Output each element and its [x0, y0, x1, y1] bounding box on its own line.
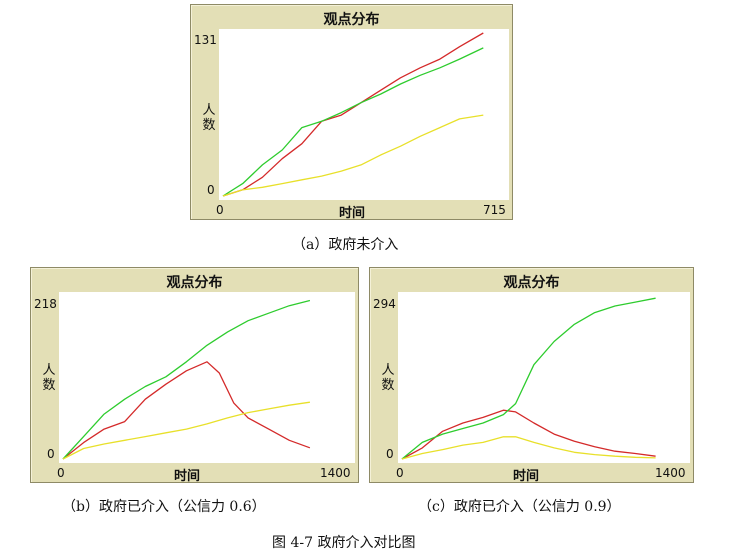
x-min-label: 0 — [57, 466, 65, 480]
series-line-red — [222, 32, 484, 197]
x-min-label: 0 — [216, 203, 224, 217]
y-min-label: 0 — [386, 447, 394, 461]
series-line-red — [62, 361, 311, 460]
chart-panel-b: 观点分布 218 0 人数 0 1400 时间 — [30, 267, 359, 484]
x-max-label: 715 — [483, 203, 506, 217]
series-line-yellow — [222, 114, 484, 197]
x-max-label: 1400 — [655, 466, 686, 480]
y-max-label: 131 — [194, 33, 217, 47]
y-max-label: 294 — [373, 297, 396, 311]
figure-caption: 图 4-7 政府介入对比图 — [272, 535, 416, 551]
x-axis-label: 时间 — [339, 206, 366, 221]
chart-title: 观点分布 — [166, 275, 223, 291]
chart-panel-c: 观点分布 294 0 人数 0 1400 时间 — [369, 267, 694, 484]
plot-area — [398, 292, 690, 463]
chart-title: 观点分布 — [323, 12, 380, 28]
y-max-label: 218 — [34, 297, 57, 311]
series-line-green — [222, 47, 484, 197]
plot-area — [219, 29, 509, 200]
y-axis-label: 人数 — [381, 363, 395, 393]
chart-panel-a: 观点分布 131 0 人数 0 715 时间 — [190, 4, 513, 221]
series-line-green — [401, 297, 656, 460]
line-chart-svg — [401, 297, 656, 460]
chart-title: 观点分布 — [503, 275, 560, 291]
caption-a: （a）政府未介入 — [292, 237, 399, 253]
y-axis-label: 人数 — [42, 363, 56, 393]
line-chart-svg — [62, 299, 311, 460]
x-axis-label: 时间 — [513, 469, 540, 484]
caption-b: （b）政府已介入（公信力 0.6） — [62, 499, 266, 515]
x-axis-label: 时间 — [174, 469, 201, 484]
plot-area — [59, 292, 355, 463]
series-line-yellow — [401, 436, 656, 460]
y-axis-label: 人数 — [202, 103, 216, 133]
series-line-yellow — [62, 401, 310, 460]
y-min-label: 0 — [47, 447, 55, 461]
series-line-green — [62, 299, 311, 460]
caption-c: （c）政府已介入（公信力 0.9） — [418, 499, 621, 515]
x-max-label: 1400 — [320, 466, 351, 480]
series-line-red — [401, 409, 656, 460]
y-min-label: 0 — [207, 183, 215, 197]
x-min-label: 0 — [396, 466, 404, 480]
line-chart-svg — [222, 32, 484, 197]
